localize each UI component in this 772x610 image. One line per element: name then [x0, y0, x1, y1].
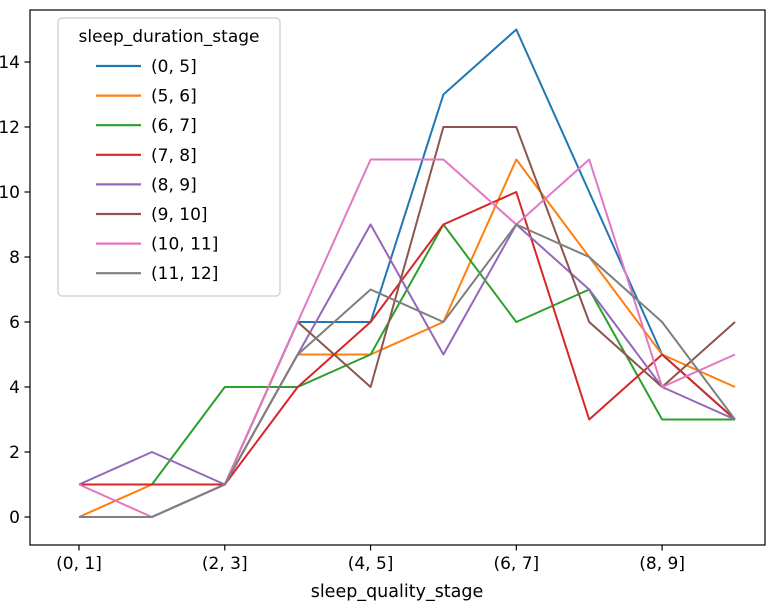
y-tick-label: 14 — [0, 53, 20, 73]
x-tick-label: (8, 9] — [639, 554, 685, 574]
legend-entry-label: (10, 11] — [151, 235, 218, 255]
y-tick-label: 2 — [9, 443, 20, 463]
x-tick-label: (6, 7] — [493, 554, 539, 574]
y-tick-label: 8 — [9, 248, 20, 268]
y-tick-label: 0 — [9, 508, 20, 528]
series-line-7-8 — [79, 191, 736, 486]
legend-box — [57, 17, 281, 297]
legend: sleep_duration_stage (0, 5](5, 6](6, 7](… — [57, 17, 281, 297]
legend-entry-label: (8, 9] — [151, 175, 197, 195]
y-tick-label: 12 — [0, 118, 20, 138]
y-tick-label: 6 — [9, 313, 20, 333]
legend-entry-label: (7, 8] — [151, 146, 197, 166]
legend-entry-label: (9, 10] — [151, 205, 208, 225]
x-tick-label: (4, 5] — [348, 554, 394, 574]
series-line-8-9 — [78, 223, 736, 486]
legend-entry-label: (11, 12] — [151, 264, 218, 284]
x-tick-label: (2, 3] — [202, 554, 248, 574]
x-axis-ticks: (0, 1] (2, 3] (4, 5] (6, 7] (8, 9] — [56, 545, 685, 574]
legend-entry-label: (6, 7] — [151, 116, 197, 136]
legend-entries: (0, 5] (5, 6] (6, 7] (7, 8] (8, 9] (9, 10] (10… — [96, 57, 218, 284]
series-lines — [78, 28, 736, 518]
y-axis-ticks: 0 2 4 6 8 10 12 14 — [0, 53, 30, 528]
legend-title: sleep_duration_stage — [78, 27, 259, 47]
legend-entry-label: (0, 5] — [151, 57, 197, 77]
series-line-11-12 — [79, 223, 736, 518]
x-axis-label: sleep_quality_stage — [311, 582, 484, 602]
y-tick-label: 10 — [0, 183, 20, 203]
plot-area — [29, 9, 766, 546]
legend-entry-label: (5, 6] — [151, 87, 197, 107]
x-tick-label: (0, 1] — [56, 554, 102, 574]
y-tick-label: 4 — [9, 378, 20, 398]
